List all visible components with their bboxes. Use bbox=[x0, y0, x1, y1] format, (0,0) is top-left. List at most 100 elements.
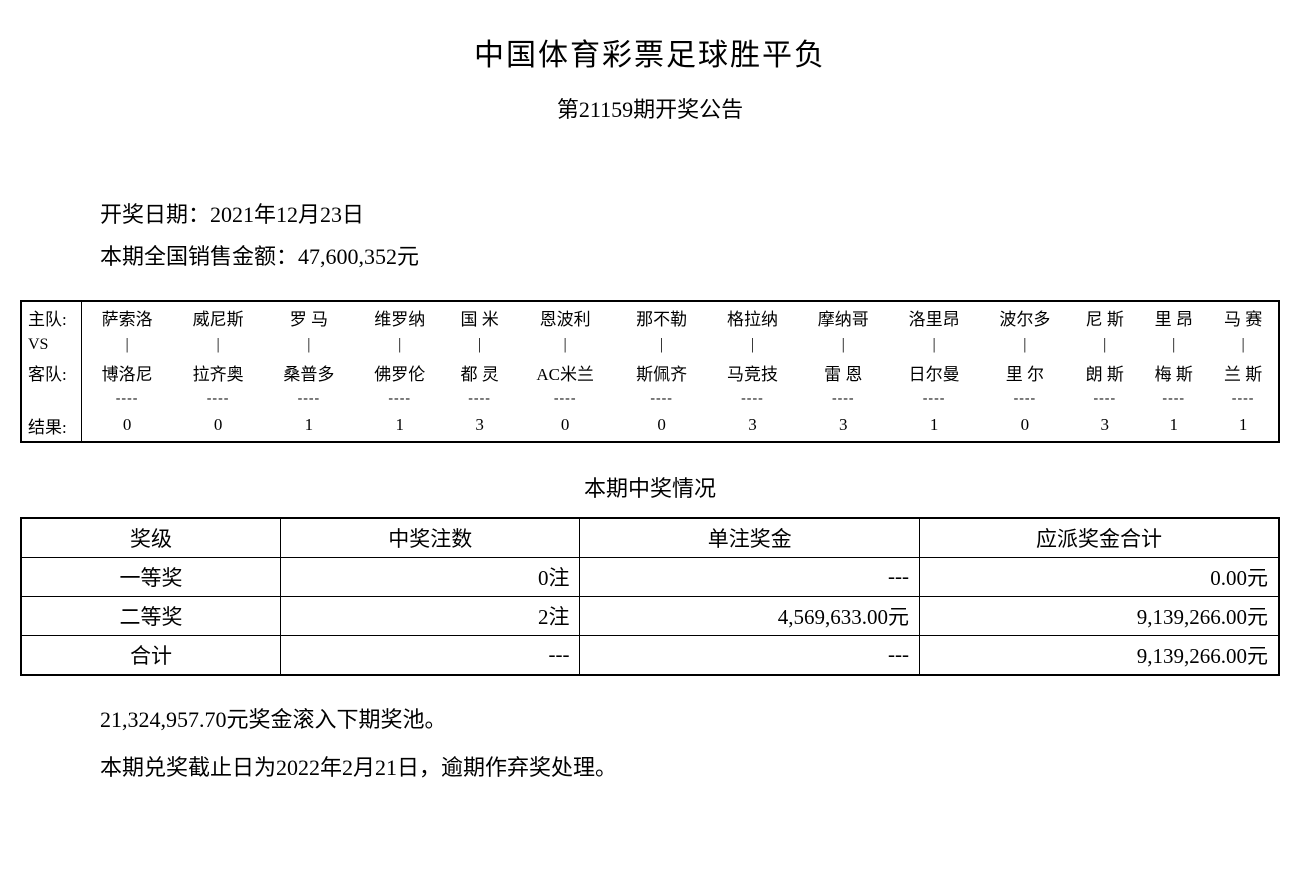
vs-cell: | bbox=[173, 333, 264, 357]
prize-total: 9,139,266.00元 bbox=[919, 596, 1279, 635]
info-block: 开奖日期：2021年12月23日 本期全国销售金额：47,600,352元 bbox=[100, 194, 1280, 278]
dash-cell: ---- bbox=[798, 388, 889, 410]
vs-cell: | bbox=[354, 333, 445, 357]
home-cell: 那不勒 bbox=[616, 301, 707, 333]
vs-row-label: VS bbox=[21, 333, 81, 357]
home-cell: 萨索洛 bbox=[81, 301, 173, 333]
away-cell: 桑普多 bbox=[263, 357, 354, 388]
prize-level: 合计 bbox=[21, 635, 281, 675]
away-cell: 拉齐奥 bbox=[173, 357, 264, 388]
result-cell: 1 bbox=[354, 410, 445, 442]
result-cell: 3 bbox=[445, 410, 514, 442]
draw-date-value: 2021年12月23日 bbox=[210, 202, 364, 227]
result-cell: 0 bbox=[514, 410, 616, 442]
dash-cell: ---- bbox=[354, 388, 445, 410]
issue-subtitle: 第21159期开奖公告 bbox=[20, 92, 1280, 124]
col-count: 中奖注数 bbox=[281, 518, 580, 558]
dash-cell: ---- bbox=[979, 388, 1070, 410]
dash-row: ---- ---- ---- ---- ---- ---- ---- ---- … bbox=[21, 388, 1279, 410]
prize-level: 二等奖 bbox=[21, 596, 281, 635]
sales-value: 47,600,352元 bbox=[298, 244, 419, 269]
match-table: 主队: 萨索洛 威尼斯 罗 马 维罗纳 国 米 恩波利 那不勒 格拉纳 摩纳哥 … bbox=[20, 300, 1280, 443]
home-cell: 马 赛 bbox=[1208, 301, 1279, 333]
result-cell: 1 bbox=[1208, 410, 1279, 442]
prize-count: --- bbox=[281, 635, 580, 675]
home-cell: 摩纳哥 bbox=[798, 301, 889, 333]
draw-date-label: 开奖日期： bbox=[100, 202, 210, 227]
away-cell: 佛罗伦 bbox=[354, 357, 445, 388]
dash-cell: ---- bbox=[707, 388, 798, 410]
away-cell: 里 尔 bbox=[979, 357, 1070, 388]
dash-cell: ---- bbox=[173, 388, 264, 410]
away-cell: 日尔曼 bbox=[889, 357, 980, 388]
dash-cell: ---- bbox=[1139, 388, 1208, 410]
home-cell: 维罗纳 bbox=[354, 301, 445, 333]
dash-cell: ---- bbox=[1070, 388, 1139, 410]
vs-row: VS | | | | | | | | | | | | | | bbox=[21, 333, 1279, 357]
vs-cell: | bbox=[798, 333, 889, 357]
result-cell: 1 bbox=[889, 410, 980, 442]
home-cell: 国 米 bbox=[445, 301, 514, 333]
prize-unit: --- bbox=[580, 557, 920, 596]
vs-cell: | bbox=[1139, 333, 1208, 357]
col-unit: 单注奖金 bbox=[580, 518, 920, 558]
result-cell: 0 bbox=[979, 410, 1070, 442]
vs-cell: | bbox=[263, 333, 354, 357]
dash-cell: ---- bbox=[514, 388, 616, 410]
result-cell: 3 bbox=[798, 410, 889, 442]
rollover-line: 21,324,957.70元奖金滚入下期奖池。 bbox=[100, 696, 1280, 744]
away-cell: 斯佩齐 bbox=[616, 357, 707, 388]
home-row-label: 主队: bbox=[21, 301, 81, 333]
home-cell: 洛里昂 bbox=[889, 301, 980, 333]
away-row-label: 客队: bbox=[21, 357, 81, 388]
dash-cell: ---- bbox=[1208, 388, 1279, 410]
prize-table: 奖级 中奖注数 单注奖金 应派奖金合计 一等奖 0注 --- 0.00元 二等奖… bbox=[20, 517, 1280, 676]
home-row: 主队: 萨索洛 威尼斯 罗 马 维罗纳 国 米 恩波利 那不勒 格拉纳 摩纳哥 … bbox=[21, 301, 1279, 333]
vs-cell: | bbox=[1208, 333, 1279, 357]
sales-label: 本期全国销售金额： bbox=[100, 244, 298, 269]
result-cell: 0 bbox=[173, 410, 264, 442]
dash-row-label bbox=[21, 388, 81, 410]
home-cell: 恩波利 bbox=[514, 301, 616, 333]
dash-cell: ---- bbox=[445, 388, 514, 410]
vs-cell: | bbox=[707, 333, 798, 357]
vs-cell: | bbox=[1070, 333, 1139, 357]
result-row: 结果: 0 0 1 1 3 0 0 3 3 1 0 3 1 1 bbox=[21, 410, 1279, 442]
sales-line: 本期全国销售金额：47,600,352元 bbox=[100, 236, 1280, 278]
vs-cell: | bbox=[445, 333, 514, 357]
away-cell: 梅 斯 bbox=[1139, 357, 1208, 388]
away-cell: AC米兰 bbox=[514, 357, 616, 388]
prize-total: 9,139,266.00元 bbox=[919, 635, 1279, 675]
result-cell: 3 bbox=[1070, 410, 1139, 442]
result-cell: 3 bbox=[707, 410, 798, 442]
result-cell: 0 bbox=[81, 410, 173, 442]
dash-cell: ---- bbox=[616, 388, 707, 410]
prize-total: 0.00元 bbox=[919, 557, 1279, 596]
vs-cell: | bbox=[979, 333, 1070, 357]
prize-section-title: 本期中奖情况 bbox=[20, 471, 1280, 503]
prize-header-row: 奖级 中奖注数 单注奖金 应派奖金合计 bbox=[21, 518, 1279, 558]
vs-cell: | bbox=[889, 333, 980, 357]
home-cell: 尼 斯 bbox=[1070, 301, 1139, 333]
vs-cell: | bbox=[81, 333, 173, 357]
dash-cell: ---- bbox=[81, 388, 173, 410]
col-total: 应派奖金合计 bbox=[919, 518, 1279, 558]
result-cell: 0 bbox=[616, 410, 707, 442]
draw-date-line: 开奖日期：2021年12月23日 bbox=[100, 194, 1280, 236]
footer-block: 21,324,957.70元奖金滚入下期奖池。 本期兑奖截止日为2022年2月2… bbox=[100, 696, 1280, 793]
vs-cell: | bbox=[514, 333, 616, 357]
away-cell: 马竞技 bbox=[707, 357, 798, 388]
prize-row: 一等奖 0注 --- 0.00元 bbox=[21, 557, 1279, 596]
page-title: 中国体育彩票足球胜平负 bbox=[20, 30, 1280, 74]
prize-row: 合计 --- --- 9,139,266.00元 bbox=[21, 635, 1279, 675]
prize-row: 二等奖 2注 4,569,633.00元 9,139,266.00元 bbox=[21, 596, 1279, 635]
prize-unit: --- bbox=[580, 635, 920, 675]
away-cell: 雷 恩 bbox=[798, 357, 889, 388]
dash-cell: ---- bbox=[889, 388, 980, 410]
home-cell: 里 昂 bbox=[1139, 301, 1208, 333]
away-cell: 朗 斯 bbox=[1070, 357, 1139, 388]
away-cell: 都 灵 bbox=[445, 357, 514, 388]
home-cell: 威尼斯 bbox=[173, 301, 264, 333]
result-cell: 1 bbox=[1139, 410, 1208, 442]
away-cell: 兰 斯 bbox=[1208, 357, 1279, 388]
